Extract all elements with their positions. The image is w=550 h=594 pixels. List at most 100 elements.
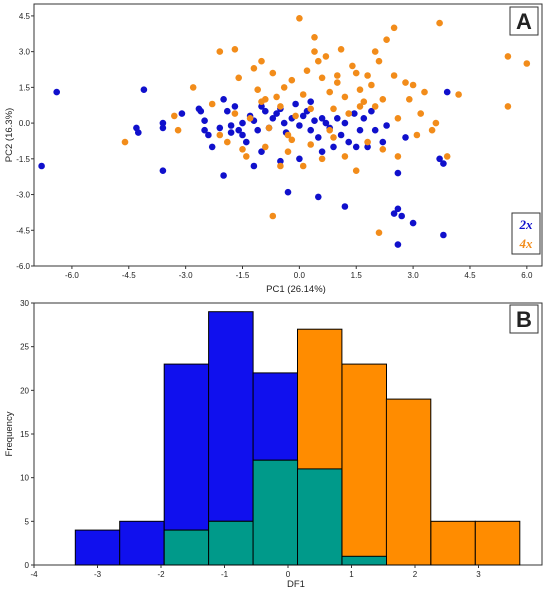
scatter-point-2x-72: [258, 148, 265, 155]
scatter-point-2x-13: [205, 131, 212, 139]
scatter-point-2x-22: [235, 126, 242, 134]
scatter-point-4x-16: [273, 93, 280, 101]
scatter-point-4x-73: [262, 143, 269, 151]
scatter-point-2x-73: [296, 155, 303, 163]
scatter-point-4x-21: [292, 112, 299, 120]
histogram-bar-overlap-3: [208, 520, 254, 566]
scatter-point-2x-62: [398, 212, 406, 220]
scatter-point-2x-49: [334, 115, 341, 122]
scatter-point-4x-47: [394, 115, 402, 122]
scatter-point-4x-1: [174, 126, 182, 134]
panel-a-y-tick-label: 1.5: [19, 83, 31, 92]
scatter-point-2x-71: [341, 203, 349, 210]
scatter-point-4x-4: [216, 48, 224, 55]
scatter-point-2x-67: [440, 231, 447, 239]
scatter-point-4x-10: [250, 65, 258, 72]
panel-a-y-tick-label: -6.0: [16, 262, 30, 271]
panel-b-x-tick-label: -1: [221, 570, 229, 579]
histogram-bar-overlap-5: [297, 468, 343, 566]
scatter-point-2x-24: [239, 119, 246, 127]
panel-a-x-tick-label: 6.0: [521, 271, 533, 280]
panel-a-y-axis-label: PC2 (16.3%): [4, 108, 15, 162]
scatter-point-4x-2: [171, 112, 178, 120]
panel-a-y-tick-label: -3.0: [16, 191, 30, 200]
scatter-point-2x-30: [262, 107, 269, 115]
scatter-point-4x-53: [436, 19, 443, 27]
scatter-point-2x-46: [322, 119, 330, 127]
scatter-point-2x-55: [356, 126, 364, 134]
scatter-point-4x-74: [284, 148, 292, 155]
scatter-point-2x-56: [360, 115, 368, 122]
scatter-point-4x-30: [326, 88, 334, 96]
scatter-point-4x-65: [318, 155, 326, 163]
scatter-point-2x-28: [254, 126, 261, 134]
scatter-point-4x-40: [364, 72, 371, 79]
histogram-bar-4x-7: [385, 398, 432, 566]
scatter-point-2x-3: [135, 129, 142, 136]
panel-a-x-tick-label: 4.5: [464, 271, 476, 280]
scatter-point-2x-38: [292, 100, 299, 108]
panel-b-y-axis-label: Frequency: [4, 411, 15, 456]
scatter-point-4x-45: [383, 36, 390, 43]
scatter-point-2x-65: [436, 155, 443, 163]
histogram-bar-4x-9: [474, 520, 521, 566]
scatter-point-4x-13: [262, 96, 269, 103]
scatter-point-4x-80: [311, 48, 318, 55]
scatter-point-2x-35: [280, 119, 288, 127]
panel-b-y-tick-label: 15: [20, 430, 29, 439]
panel-b-x-tick-label: 1: [349, 570, 354, 579]
scatter-point-2x-44: [315, 134, 322, 141]
scatter-point-2x-78: [402, 134, 409, 141]
panel-b-y-tick-label: 0: [25, 561, 30, 570]
scatter-point-4x-0: [121, 138, 129, 146]
panel-b-y-ticks: 30 25 20 15 10 5 0: [20, 299, 34, 570]
panel-b-x-tick-label: -2: [157, 570, 165, 579]
scatter-point-4x-57: [523, 60, 531, 67]
scatter-point-2x-21: [231, 103, 239, 110]
scatter-point-4x-83: [406, 96, 413, 103]
scatter-point-2x-60: [390, 210, 398, 217]
panel-a-x-ticks: -6.0 -4.5 -3.0 -1.5 0.0 1.5 3.0 4.5 6.0: [65, 266, 533, 280]
panel-a-x-tick-label: -4.5: [122, 271, 136, 280]
scatter-point-2x-52: [345, 138, 353, 146]
scatter-point-4x-86: [288, 136, 296, 144]
scatter-point-2x-18: [224, 107, 231, 115]
scatter-point-4x-34: [341, 93, 349, 101]
scatter-point-2x-80: [250, 162, 258, 170]
panel-b-label-box: [509, 304, 539, 334]
scatter-point-2x-23: [239, 131, 246, 139]
scatter-point-4x-28: [318, 74, 326, 82]
legend-label-2x: 2x: [519, 217, 534, 232]
scatter-point-4x-32: [334, 72, 341, 79]
scatter-point-2x-10: [197, 107, 205, 115]
scatter-point-4x-50: [413, 131, 421, 139]
panel-b-y-tick-label: 25: [20, 343, 29, 352]
scatter-point-4x-46: [390, 72, 398, 79]
scatter-point-2x-25: [243, 138, 250, 146]
scatter-point-4x-44: [379, 96, 387, 103]
scatter-point-4x-55: [504, 103, 512, 110]
scatter-point-2x-75: [277, 157, 284, 165]
scatter-point-4x-79: [258, 57, 265, 65]
scatter-point-4x-78: [231, 110, 239, 117]
panel-a-x-tick-label: 1.5: [351, 271, 363, 280]
histogram-bar-overlap-6: [341, 555, 387, 566]
scatter-point-4x-63: [277, 162, 284, 170]
scatter-point-4x-81: [334, 79, 341, 86]
scatter-point-2x-43: [311, 117, 318, 124]
scatter-point-2x-1: [53, 88, 60, 96]
panel-b-bars: [74, 311, 521, 566]
scatter-point-4x-14: [265, 124, 273, 132]
panel-a-y-tick-label: 4.5: [19, 12, 31, 21]
scatter-point-4x-42: [371, 103, 379, 110]
scatter-point-2x-74: [318, 148, 326, 155]
scatter-point-4x-6: [231, 46, 239, 53]
panel-b-x-tick-label: -4: [30, 570, 38, 579]
scatter-point-2x-14: [208, 143, 216, 151]
scatter-point-4x-85: [432, 119, 440, 127]
scatter-point-2x-17: [220, 96, 227, 103]
scatter-point-4x-25: [307, 105, 315, 113]
scatter-point-2x-29: [258, 103, 265, 110]
panel-b-x-tick-label: 0: [286, 570, 291, 579]
